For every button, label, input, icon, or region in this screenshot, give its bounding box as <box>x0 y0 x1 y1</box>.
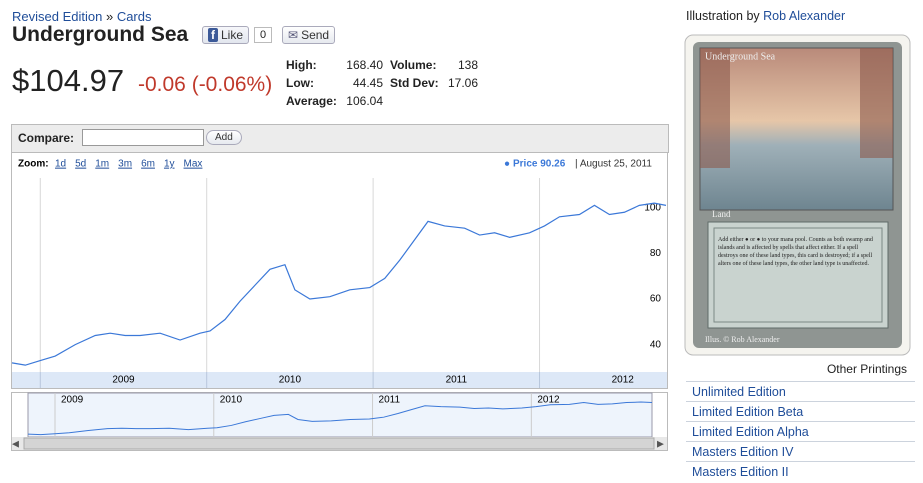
tooltip-value: Price 90.26 <box>513 159 566 170</box>
y-tick-label: 80 <box>650 248 662 259</box>
printing-link[interactable]: Limited Edition Alpha <box>686 421 915 440</box>
add-button[interactable]: Add <box>206 130 242 145</box>
card-name: Underground Sea <box>705 51 776 62</box>
printing-link[interactable]: Unlimited Edition <box>686 381 915 400</box>
stat-value: 44.45 <box>352 76 383 90</box>
tooltip-date: | August 25, 2011 <box>575 159 652 170</box>
stat-label: Volume: <box>390 58 437 72</box>
scroll-left[interactable]: ◀ <box>12 438 19 448</box>
zoom-label: Zoom: <box>18 159 49 170</box>
chart-frame <box>11 152 668 389</box>
zoom-option[interactable]: 1m <box>95 159 109 170</box>
card-rules-text: Add either ● or ● to your mana pool. Cou… <box>718 237 873 267</box>
zoom-option[interactable]: 3m <box>118 159 132 170</box>
scroll-right[interactable]: ▶ <box>657 438 664 448</box>
x-tick-label: 2011 <box>446 375 468 386</box>
artist-link[interactable]: Rob Alexander <box>763 9 846 23</box>
y-tick-label: 100 <box>644 202 661 213</box>
scrollbar-thumb[interactable] <box>23 437 655 450</box>
navigator-tick-label: 2012 <box>537 395 560 406</box>
send-label: Send <box>301 28 330 42</box>
price-line <box>11 202 667 366</box>
stat-label: Low: <box>286 76 314 90</box>
like-label: Like <box>221 28 244 42</box>
stat-value: 138 <box>457 58 478 72</box>
x-tick-label: 2010 <box>279 375 302 386</box>
price-change: -0.06 (-0.06%) <box>138 73 273 96</box>
compare-input[interactable] <box>82 129 204 146</box>
navigator-tick-label: 2010 <box>220 395 243 406</box>
card-credit: Illus. © Rob Alexander <box>705 335 780 344</box>
other-printings-title: Other Printings <box>826 362 907 376</box>
like-button[interactable]: f Like <box>202 26 250 44</box>
price: $104.97 <box>12 63 125 98</box>
printing-link[interactable]: Masters Edition IV <box>686 441 915 460</box>
tooltip-marker: ● <box>504 159 510 170</box>
like-count: 0 <box>254 27 273 43</box>
zoom-option[interactable]: 1d <box>55 159 66 170</box>
printing-link[interactable]: Limited Edition Beta <box>686 401 915 420</box>
stat-label: High: <box>286 58 317 72</box>
card-title: Underground Sea <box>12 23 189 46</box>
illustration-label: Illustration by <box>686 9 760 23</box>
card-textbox-inner <box>713 227 883 323</box>
navigator-tick-label: 2009 <box>61 395 84 406</box>
stat-label: Std Dev: <box>390 76 439 90</box>
stat-label: Average: <box>286 94 337 108</box>
navigator-tick-label: 2011 <box>379 395 401 406</box>
breadcrumb-separator: » <box>105 9 114 24</box>
breadcrumb-link[interactable]: Cards <box>116 9 152 24</box>
zoom-option[interactable]: 6m <box>141 159 155 170</box>
breadcrumb-link[interactable]: Revised Edition <box>12 9 103 24</box>
breadcrumb: Revised Edition » Cards <box>12 9 152 24</box>
stat-value: 17.06 <box>447 76 478 90</box>
navigator-window <box>27 392 653 438</box>
card-textbox <box>707 221 889 329</box>
zoom-option[interactable]: Max <box>184 159 203 170</box>
zoom-option[interactable]: 1y <box>164 159 175 170</box>
zoom-option[interactable]: 5d <box>75 159 86 170</box>
x-axis-band <box>12 372 667 388</box>
card-art-rock <box>700 48 730 168</box>
printing-link[interactable]: Masters Edition II <box>686 461 915 480</box>
stat-value: 168.40 <box>346 58 383 72</box>
x-tick-label: 2009 <box>112 375 135 386</box>
x-tick-label: 2012 <box>612 375 635 386</box>
y-tick-label: 40 <box>650 339 662 350</box>
y-tick-label: 60 <box>650 294 662 305</box>
card-art-rock <box>860 48 893 158</box>
stat-value: 106.04 <box>346 94 383 108</box>
send-button[interactable]: ✉ Send <box>282 26 336 44</box>
compare-label: Compare: <box>18 131 75 145</box>
navigator-line <box>27 401 653 436</box>
card-type: Land <box>712 209 731 219</box>
illustration-credit: Illustration by Rob Alexander <box>686 9 845 23</box>
